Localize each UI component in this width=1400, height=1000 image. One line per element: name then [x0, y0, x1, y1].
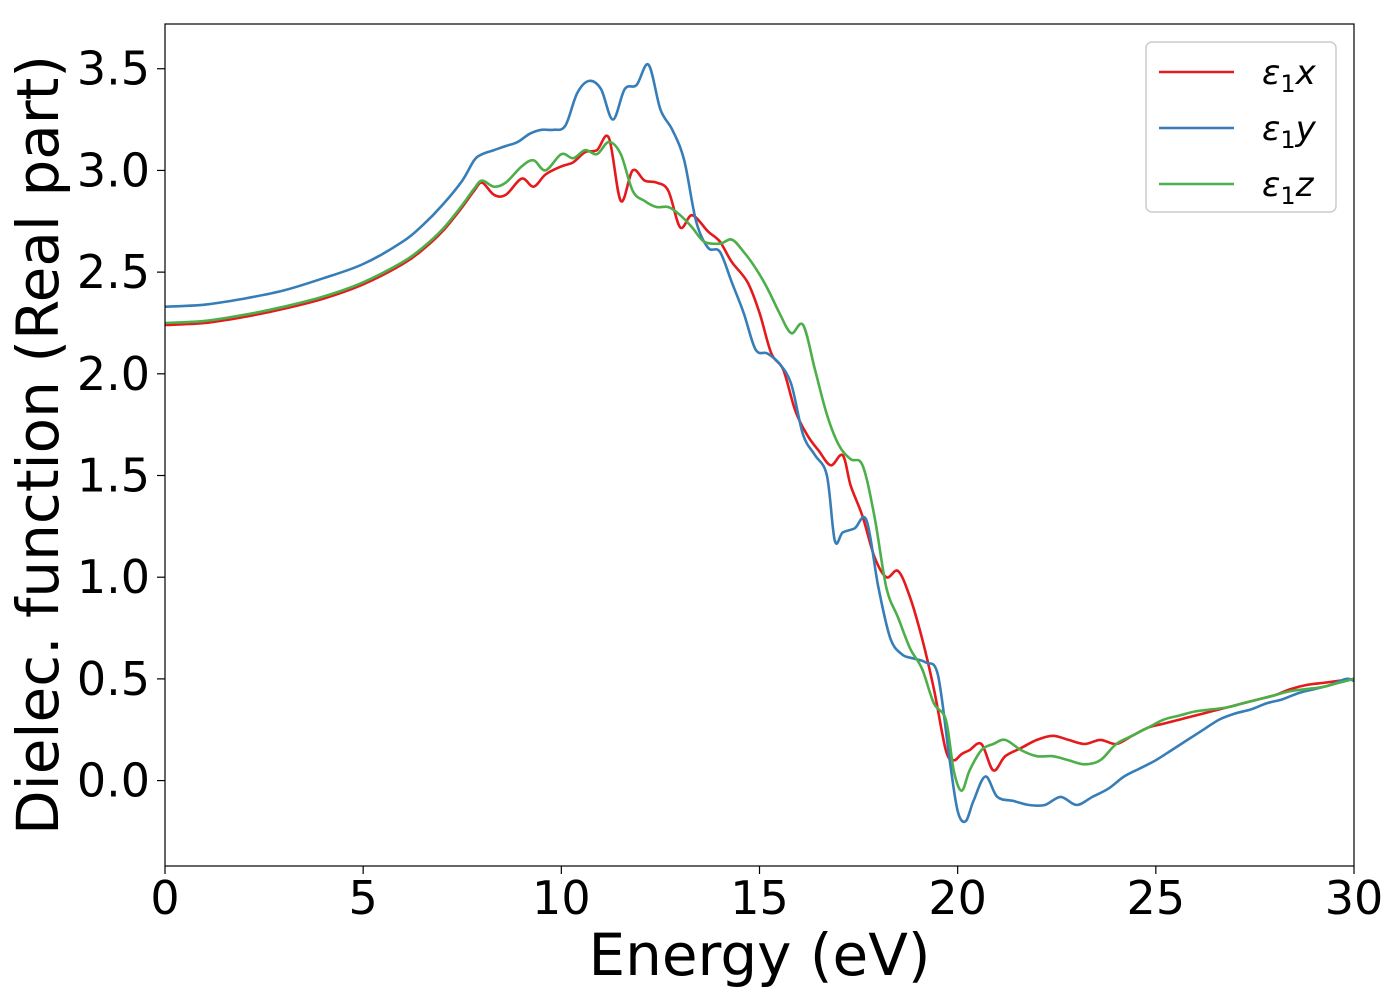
legend-symbol: ε [1262, 165, 1280, 205]
legend-component: x [1295, 53, 1317, 93]
x-tick-label: 30 [1325, 871, 1384, 925]
series-line-z [164, 140, 1355, 792]
y-tick-label: 0.5 [77, 652, 150, 706]
y-tick-label: 0.0 [77, 754, 150, 808]
y-tick-label: 1.0 [77, 550, 150, 604]
y-tick-label: 3.5 [77, 42, 150, 96]
y-tick-label: 2.0 [77, 347, 150, 401]
y-tick-label: 3.0 [77, 143, 150, 197]
legend-label-x: ε1x [1262, 53, 1317, 98]
legend-symbol: ε [1262, 109, 1280, 149]
x-tick-label: 25 [1127, 871, 1186, 925]
legend-symbol: ε [1262, 53, 1280, 93]
y-axis-ticks: 0.0 0.5 1.0 1.5 2.0 2.5 3.0 3.5 [77, 42, 165, 808]
legend-subscript: 1 [1280, 70, 1295, 98]
x-tick-label: 5 [349, 871, 378, 925]
legend-subscript: 1 [1280, 126, 1295, 154]
x-axis-title: Energy (eV) [588, 921, 930, 989]
x-tick-label: 10 [532, 871, 591, 925]
series-line-y [164, 62, 1355, 824]
x-tick-label: 0 [150, 871, 179, 925]
legend-label-z: ε1z [1262, 165, 1315, 210]
x-tick-label: 20 [928, 871, 987, 925]
y-tick-label: 1.5 [77, 449, 150, 503]
series-layer [164, 62, 1355, 824]
x-axis-ticks: 0 5 10 15 20 25 30 [150, 866, 1383, 925]
legend-subscript: 1 [1280, 182, 1295, 210]
x-tick-label: 15 [730, 871, 789, 925]
legend-component: z [1295, 165, 1315, 205]
legend-label-y: ε1y [1262, 109, 1317, 154]
legend-component: y [1295, 109, 1317, 149]
y-tick-label: 2.5 [77, 245, 150, 299]
legend-frame [1145, 41, 1337, 213]
y-axis-title: Dielec. function (Real part) [4, 55, 72, 835]
